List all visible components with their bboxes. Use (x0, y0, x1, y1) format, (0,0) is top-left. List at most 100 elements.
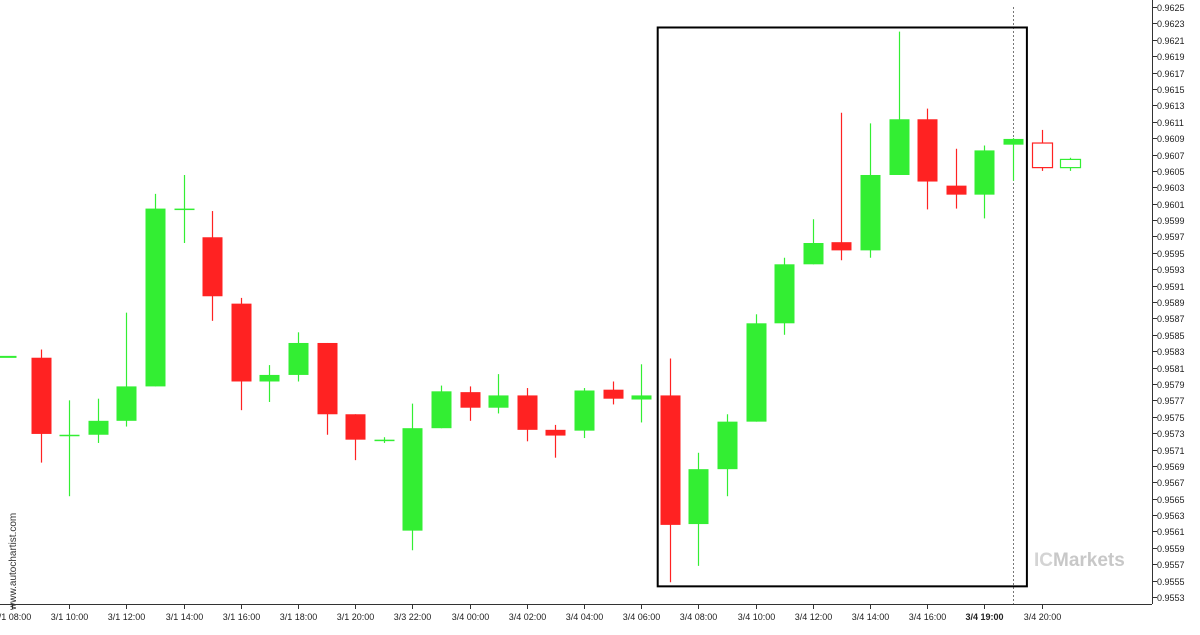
candle-body (803, 243, 824, 265)
x-tick-label: 3/1 12:00 (108, 612, 146, 622)
pattern-box (656, 26, 1028, 588)
y-tick-label: 0.9581 (1157, 364, 1185, 374)
candle-body (746, 323, 767, 422)
candle-body (345, 414, 366, 440)
candle-body (660, 395, 681, 525)
candle-body (202, 237, 223, 297)
y-tick-label: 0.9617 (1157, 69, 1185, 79)
x-tick-label: 3/1 10:00 (51, 612, 89, 622)
y-tick-label: 0.9561 (1157, 527, 1185, 537)
candle-body (574, 390, 595, 431)
candle-body (545, 429, 566, 436)
x-tick-label: 3/4 02:00 (509, 612, 547, 622)
y-tick-label: 0.9555 (1157, 577, 1185, 587)
x-tick-label: 3/1 14:00 (166, 612, 204, 622)
candle-body (231, 303, 252, 382)
y-tick-label: 0.9625 (1157, 3, 1185, 13)
y-tick-label: 0.9573 (1157, 429, 1185, 439)
broker-logo: ICMarkets (1034, 550, 1125, 572)
candle-body (288, 342, 309, 375)
x-tick-label: 3/4 16:00 (909, 612, 947, 622)
y-tick-label: 0.9611 (1157, 118, 1184, 128)
y-tick-label: 0.9623 (1157, 19, 1185, 29)
candle-body (488, 395, 509, 408)
y-tick-label: 0.9557 (1157, 560, 1185, 570)
candle-body (402, 428, 423, 531)
candle-body (88, 420, 109, 435)
y-tick-label: 0.9585 (1157, 331, 1185, 341)
candle-body (688, 469, 709, 525)
x-tick-label: 3/4 10:00 (738, 612, 776, 622)
candle-body (717, 421, 738, 470)
y-tick-label: 0.9559 (1157, 544, 1185, 554)
x-tick-label: 3/1 18:00 (280, 612, 318, 622)
candle-body (431, 391, 452, 429)
x-tick-label: 3/4 06:00 (623, 612, 661, 622)
x-tick-label: 3/1 16:00 (223, 612, 261, 622)
candle-body (145, 208, 166, 387)
candle-body (174, 208, 195, 211)
y-tick-label: 0.9615 (1157, 85, 1185, 95)
candle-body (946, 185, 967, 195)
x-tick-label: 3/3 22:00 (394, 612, 432, 622)
candle-body (774, 264, 795, 324)
y-tick-label: 0.9597 (1157, 232, 1185, 242)
y-tick-label: 0.9563 (1157, 511, 1185, 521)
x-tick-label: 3/4 12:00 (795, 612, 833, 622)
x-tick-label: 3/1 08:00 (0, 612, 31, 622)
watermark: www.autochartist.com (8, 512, 19, 610)
y-tick-label: 0.9567 (1157, 478, 1185, 488)
candle-body (860, 174, 881, 251)
y-tick-label: 0.9603 (1157, 183, 1185, 193)
y-tick-label: 0.9575 (1157, 413, 1185, 423)
x-tick-label: 3/4 19:00 (965, 612, 1003, 622)
x-tick-label: 3/4 00:00 (452, 612, 490, 622)
x-tick-label: 3/1 20:00 (337, 612, 375, 622)
y-tick-label: 0.9587 (1157, 314, 1185, 324)
brand-suffix: Markets (1053, 550, 1125, 571)
brand-prefix: IC (1034, 550, 1053, 571)
y-tick-label: 0.9607 (1157, 151, 1185, 161)
candle-body (603, 389, 624, 399)
y-tick-label: 0.9579 (1157, 380, 1185, 390)
y-tick-label: 0.9609 (1157, 134, 1185, 144)
x-tick-label: 3/4 20:00 (1024, 612, 1062, 622)
y-tick-label: 0.9553 (1157, 593, 1185, 603)
candle-body (31, 357, 52, 434)
candle-body (917, 119, 938, 182)
x-tick-label: 3/4 14:00 (852, 612, 890, 622)
candle-body (889, 119, 910, 175)
y-tick-label: 0.9583 (1157, 347, 1185, 357)
y-tick-label: 0.9565 (1157, 495, 1185, 505)
y-tick-label: 0.9591 (1157, 282, 1185, 292)
candle-body (59, 434, 80, 437)
candle-body (831, 242, 852, 251)
y-tick-label: 0.9593 (1157, 265, 1185, 275)
y-tick-label: 0.9577 (1157, 396, 1185, 406)
candle-body (374, 439, 395, 442)
y-tick-label: 0.9601 (1157, 200, 1185, 210)
y-tick-label: 0.9569 (1157, 462, 1185, 472)
candle-body (317, 342, 338, 415)
y-tick-label: 0.9571 (1157, 446, 1185, 456)
y-tick-label: 0.9621 (1157, 36, 1185, 46)
candle-body (974, 150, 995, 195)
y-tick-label: 0.9599 (1157, 216, 1185, 226)
candle-body (1059, 158, 1082, 169)
candle-body (460, 392, 481, 408)
y-tick-label: 0.9613 (1157, 101, 1185, 111)
candle-body (259, 374, 280, 382)
candle-body (631, 395, 652, 400)
x-tick-label: 3/4 04:00 (566, 612, 604, 622)
y-tick-label: 0.9589 (1157, 298, 1185, 308)
x-tick-label: 3/4 08:00 (680, 612, 718, 622)
y-tick-label: 0.9605 (1157, 167, 1185, 177)
candle-body (1003, 138, 1024, 145)
candle-body (517, 395, 538, 430)
candle-body (116, 386, 137, 421)
y-tick-label: 0.9619 (1157, 52, 1185, 62)
candle-body (1031, 142, 1054, 169)
y-tick-label: 0.9595 (1157, 249, 1185, 259)
